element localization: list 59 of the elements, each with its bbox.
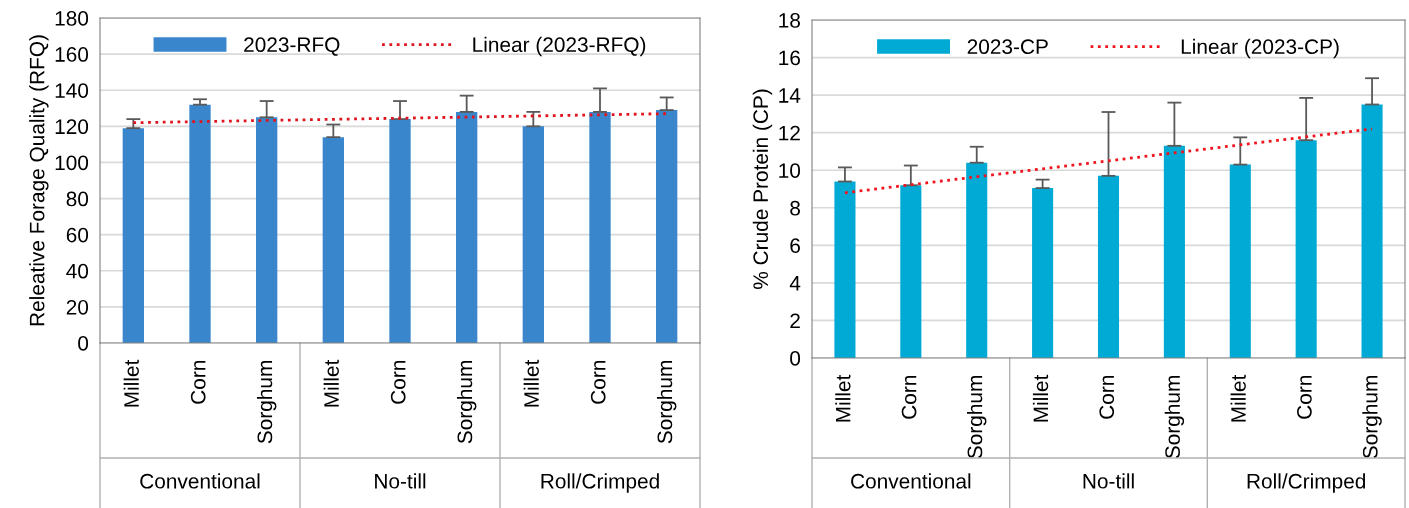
x-tick-label: Corn [1297,376,1312,419]
y-tick-label: 120 [55,119,89,135]
legend-label: Linear (2023-RFQ) [473,36,646,57]
x-tick-label: Millet [123,359,139,407]
y-tick-label: 180 [55,11,89,26]
legend-label: 2023-CP [967,39,1048,55]
y-tick-label: 40 [66,263,89,279]
x-tick-label: Sorghum [1164,376,1185,459]
x-tick-label: Millet [323,359,339,407]
bar [966,162,988,358]
x-tick-label: Millet [1032,374,1049,422]
text: No-till [1083,473,1134,489]
text: Conventional [140,473,260,489]
bar [900,185,922,358]
y-tick-label: 8 [790,200,800,216]
y-tick-label: 14 [779,88,801,103]
y-tick-label: 0 [790,351,801,366]
x-tick-label: Corn [190,361,206,404]
y-tick-label: 60 [66,227,89,243]
bar [1361,104,1383,358]
y-tick-label: 20 [66,299,89,315]
y-axis-title: Releative Forage Quality (RFQ) [29,35,49,326]
text: Roll/Crimped [1247,473,1366,493]
text: Conventional [851,473,971,489]
y-tick-label: 12 [779,125,800,141]
x-tick-label: Corn [390,361,406,404]
y-tick-label: 16 [779,50,800,66]
y-tick-label: 4 [789,276,801,291]
x-tick-label: Millet [1230,374,1246,422]
x-tick-label: Corn [901,376,917,419]
y-tick-label: 2 [790,313,800,328]
y-axis-title: % Crude Protein (CP) [752,89,773,289]
bar [1032,188,1054,358]
y-tick-label: 80 [66,191,89,207]
y-tick-label: 0 [78,336,89,351]
legend-label: 2023-RFQ [244,37,340,56]
x-tick-label: Sorghum [456,361,477,444]
y-tick-label: 160 [55,47,89,62]
x-tick-label: Millet [835,374,851,422]
y-tick-label: 100 [55,155,89,171]
y-tick-label: 18 [779,13,800,28]
bar [1097,175,1120,358]
x-tick-label: Corn [590,361,606,404]
bar [1295,140,1317,358]
x-tick-label: Sorghum [256,361,277,444]
legend-label: Linear (2023-CP) [1181,38,1339,59]
x-tick-label: Sorghum [656,361,677,444]
bar [1229,164,1251,358]
y-tick-label: 140 [55,83,89,98]
text: No-till [375,473,426,489]
y-tick-label: 10 [779,163,801,178]
text: Roll/Crimped [541,473,659,493]
bar [834,181,856,358]
bar [1163,145,1185,358]
x-tick-label: Sorghum [967,376,987,459]
x-tick-label: Corn [1099,376,1115,419]
x-tick-label: Sorghum [1362,376,1382,459]
y-tick-label: 6 [790,238,800,254]
x-tick-label: Millet [523,359,539,407]
